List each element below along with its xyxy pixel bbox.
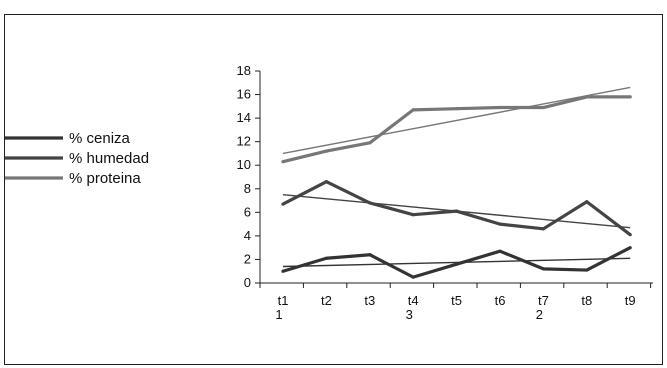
trendlines <box>282 86 631 268</box>
series-line-1 <box>282 180 632 236</box>
data-point <box>628 246 632 250</box>
y-tick-label: 2 <box>244 251 251 266</box>
legend-label: % ceniza <box>69 130 131 147</box>
x-tick-label: t8 <box>581 293 592 308</box>
data-point <box>324 180 328 184</box>
data-point <box>455 262 459 266</box>
data-point <box>368 201 372 205</box>
x-tick-sublabel: 3 <box>406 307 413 322</box>
x-tick-sublabel: 1 <box>275 307 282 322</box>
y-tick-label: 18 <box>237 63 251 78</box>
y-tick-label: 8 <box>244 181 251 196</box>
data-point <box>628 233 632 237</box>
data-point <box>324 256 328 260</box>
x-axis-ticks: t11 t2 t3 t43 t5 t6 t72 t8 t9 <box>259 283 652 322</box>
x-tick-label: t9 <box>625 293 636 308</box>
data-point <box>628 95 632 99</box>
data-point <box>498 105 502 110</box>
x-tick-label: t1 <box>278 293 289 308</box>
x-tick-label: t6 <box>495 293 506 308</box>
y-axis-ticks: 0 2 4 6 8 10 12 14 16 18 <box>237 63 260 290</box>
y-tick-label: 6 <box>244 204 251 219</box>
y-tick-label: 10 <box>237 157 251 172</box>
x-tick-label: t3 <box>364 293 375 308</box>
data-point <box>585 268 589 272</box>
data-point <box>498 222 502 226</box>
y-tick-label: 0 <box>244 275 251 290</box>
x-tick-label: t2 <box>321 293 332 308</box>
trendline-2 <box>282 86 631 155</box>
series-line-2 <box>282 95 631 164</box>
legend-label: % proteina <box>69 170 141 187</box>
data-point <box>498 249 502 253</box>
data-point <box>324 149 328 153</box>
data-point <box>585 95 589 99</box>
y-tick-label: 12 <box>237 134 251 149</box>
x-tick-label: t4 <box>408 293 419 308</box>
data-point <box>585 200 589 204</box>
data-point <box>455 209 459 213</box>
trendline-0 <box>282 257 631 268</box>
y-tick-label: 16 <box>237 87 251 102</box>
data-point <box>541 267 546 271</box>
data-point <box>541 227 546 231</box>
chart-frame: 0 2 4 6 8 10 12 14 16 18 t1 1 t2 t3 t4 3 t5 t6 t7 2 t8 t9 % … <box>4 14 663 365</box>
data-point <box>541 105 546 110</box>
y-tick-label: 4 <box>244 228 251 243</box>
series-lines <box>281 95 632 279</box>
legend: % ceniza % humedad % proteina <box>5 130 149 187</box>
data-point <box>411 213 415 217</box>
data-point <box>281 269 285 273</box>
data-point <box>281 202 285 206</box>
axes <box>259 71 653 284</box>
data-point <box>411 275 415 279</box>
data-point <box>368 253 372 257</box>
x-tick-label: t5 <box>451 293 462 308</box>
y-tick-label: 14 <box>237 110 251 125</box>
data-point <box>281 160 285 164</box>
x-tick-label: t7 <box>538 293 549 308</box>
x-tick-sublabel: 2 <box>536 307 543 322</box>
data-point <box>455 107 459 111</box>
data-point <box>411 108 415 112</box>
legend-label: % humedad <box>69 150 149 167</box>
data-point <box>368 141 372 145</box>
